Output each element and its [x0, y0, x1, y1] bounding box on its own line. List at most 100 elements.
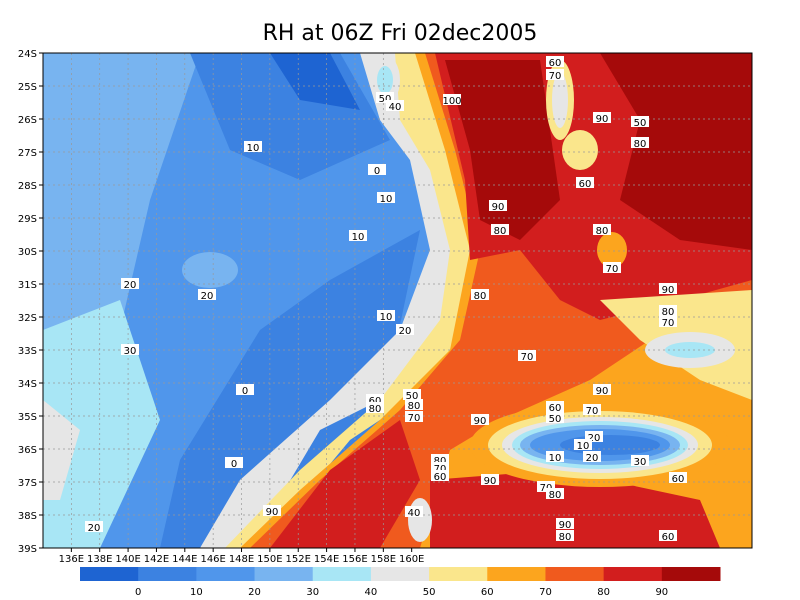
contour-label-bg	[546, 56, 564, 67]
contour-label-bg	[583, 451, 601, 462]
plot-frame	[42, 52, 753, 549]
colorbar-swatch	[603, 567, 663, 581]
contour-label-bg	[593, 384, 611, 395]
y-tick-label: 36S	[18, 445, 37, 456]
contour-label-bg	[431, 470, 449, 481]
contour-label-bg	[537, 481, 555, 492]
y-tick-label: 27S	[18, 148, 37, 159]
contour-label-bg	[585, 431, 603, 442]
contour-label: 20	[201, 291, 214, 302]
contour-label: 70	[521, 352, 534, 363]
contour-label: 60	[434, 472, 447, 483]
x-tick-label: 150E	[257, 554, 282, 565]
contour-label: 20	[399, 326, 412, 337]
y-tick-label: 34S	[18, 379, 37, 390]
y-tick-label: 29S	[18, 214, 37, 225]
contour-label-bg	[546, 401, 564, 412]
contour-label-bg	[546, 451, 564, 462]
contour-label: 20	[124, 280, 137, 291]
y-tick-label: 33S	[18, 346, 37, 357]
contour-label-bg	[376, 92, 394, 103]
contour-label-bg	[377, 310, 395, 321]
x-tick-label: 158E	[371, 554, 396, 565]
contour-label: 90	[662, 285, 675, 296]
title: RH at 06Z Fri 02dec2005	[263, 21, 538, 46]
colorbar: 0 10 20 30 40 50 60 70 80 90	[80, 567, 721, 598]
contour-label: 0	[231, 459, 237, 470]
contour-label-bg	[121, 278, 139, 289]
contour-label-bg	[659, 530, 677, 541]
contour-label-bg	[518, 350, 536, 361]
contour-label: 90	[474, 416, 487, 427]
colorbar-swatch	[312, 567, 372, 581]
contour-label: 10	[380, 312, 393, 323]
contour-label-bg	[546, 412, 564, 423]
contour-label: 60	[672, 474, 685, 485]
colorbar-swatch	[487, 567, 546, 581]
contour-label-bg	[198, 289, 216, 300]
rh-field	[43, 53, 752, 548]
contour-label: 90	[596, 114, 609, 125]
contour-label-bg	[431, 454, 449, 465]
contour-label-bg	[366, 394, 384, 405]
contour-label-bg	[603, 262, 621, 273]
contour-label: 50	[379, 94, 392, 105]
contour-label-bg	[263, 505, 281, 516]
colorbar-swatch	[545, 567, 605, 581]
y-tick-label: 30S	[18, 247, 37, 258]
contour-label-bg	[489, 200, 507, 211]
y-tick-label: 37S	[18, 478, 37, 489]
x-tick-label: 156E	[342, 554, 367, 565]
contour-label: 30	[634, 457, 647, 468]
contour-label: 70	[549, 71, 562, 82]
contour-label-bg	[405, 399, 423, 410]
y-tick-label: 38S	[18, 511, 37, 522]
contour-label: 90	[484, 476, 497, 487]
contour-label: 10	[247, 143, 260, 154]
x-tick-label: 144E	[172, 554, 197, 565]
x-tick-label: 152E	[286, 554, 311, 565]
contour-label-bg	[368, 164, 386, 175]
contour-label-bg	[471, 289, 489, 300]
colorbar-swatch	[254, 567, 314, 581]
colorbar-swatch	[661, 567, 721, 581]
contour-label-bg	[349, 230, 367, 241]
x-tick-label: 146E	[200, 554, 225, 565]
colorbar-swatch	[429, 567, 488, 581]
contour-label: 80	[369, 404, 382, 415]
contour-label: 70	[662, 318, 675, 329]
y-tick-label: 28S	[18, 181, 37, 192]
contour-label: 50	[406, 391, 419, 402]
contour-label: 80	[549, 490, 562, 501]
contour-label: 70	[434, 464, 447, 475]
contour-label-bg	[546, 69, 564, 80]
colorbar-label: 10	[190, 587, 203, 598]
colorbar-swatch	[138, 567, 197, 581]
contour-label: 50	[549, 414, 562, 425]
contour-label-bg	[659, 305, 677, 316]
colorbar-label: 70	[539, 587, 552, 598]
contour-label-bg	[366, 402, 384, 413]
contour-label: 80	[634, 139, 647, 150]
contour-label: 20	[588, 433, 601, 444]
contour-label: 80	[662, 307, 675, 318]
x-tick-label: 138E	[87, 554, 112, 565]
contour-label: 60	[549, 403, 562, 414]
contour-label: 80	[474, 291, 487, 302]
x-tick-label: 136E	[59, 554, 84, 565]
contour-label: 90	[596, 386, 609, 397]
x-tick-label: 148E	[229, 554, 254, 565]
contour-label-bg	[431, 462, 449, 473]
colorbar-label: 30	[306, 587, 319, 598]
contour-label-bg	[659, 316, 677, 327]
contour-label-bg	[443, 94, 461, 105]
contour-label: 10	[577, 441, 590, 452]
colorbar-label: 40	[365, 587, 378, 598]
contour-label: 70	[408, 413, 421, 424]
contour-label-bg	[481, 474, 499, 485]
y-tick-label: 39S	[18, 544, 37, 555]
colorbar-label: 20	[248, 587, 261, 598]
colorbar-swatch	[196, 567, 256, 581]
x-tick-label: 142E	[144, 554, 169, 565]
